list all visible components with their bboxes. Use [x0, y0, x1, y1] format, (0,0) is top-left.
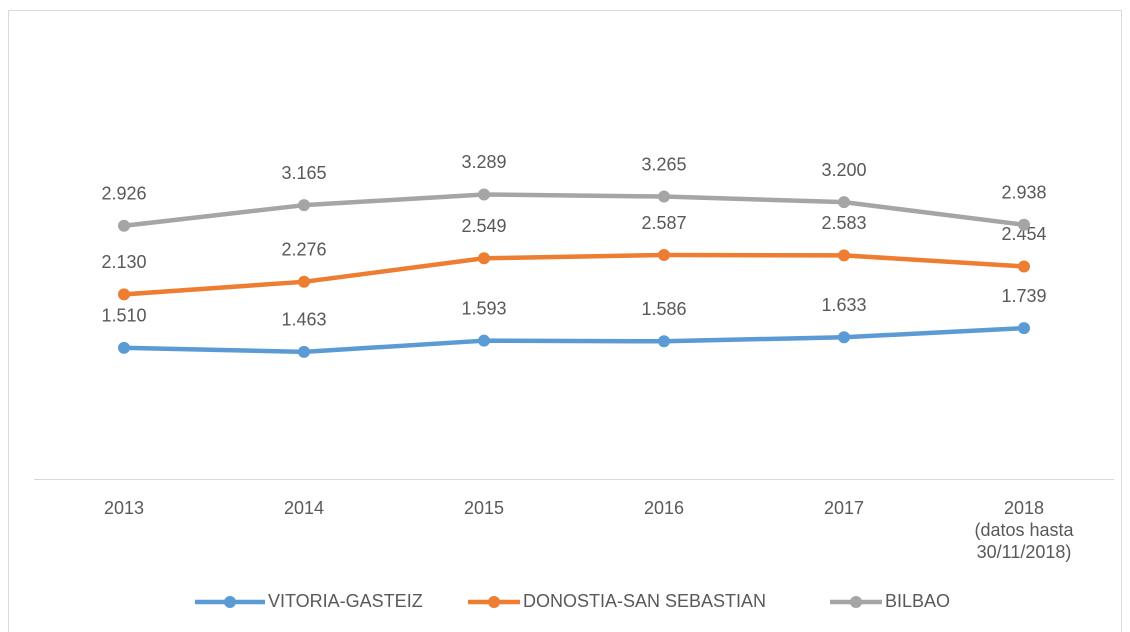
data-point	[298, 275, 310, 288]
data-label: 2.926	[101, 184, 146, 204]
legend-marker	[488, 596, 500, 608]
legend-label: DONOSTIA-SAN SEBASTIAN	[523, 591, 766, 611]
data-label: 3.200	[821, 160, 866, 180]
data-label: 3.165	[281, 163, 326, 183]
data-point	[658, 249, 670, 262]
data-point	[838, 196, 850, 209]
data-point	[118, 288, 130, 301]
data-label: 2.587	[641, 213, 686, 233]
chart-border	[8, 10, 1122, 632]
x-tick-label: 2014	[283, 498, 325, 518]
x-tick-label: 2016	[643, 498, 685, 518]
data-point	[298, 199, 310, 212]
data-point	[838, 249, 850, 262]
series-line	[123, 325, 1025, 355]
data-label: 1.510	[101, 306, 146, 326]
data-label: 3.265	[641, 154, 686, 174]
data-label: 2.938	[1001, 182, 1046, 202]
data-point	[478, 252, 490, 265]
data-point	[298, 345, 310, 358]
data-label: 1.633	[821, 295, 866, 315]
data-point	[118, 219, 130, 232]
data-point	[838, 331, 850, 344]
data-label: 1.739	[1001, 286, 1046, 306]
data-label: 2.549	[461, 216, 506, 236]
series-line	[123, 252, 1025, 297]
data-label: 1.463	[281, 310, 326, 330]
data-point	[118, 341, 130, 354]
legend-label: BILBAO	[885, 591, 950, 611]
series-line	[123, 192, 1025, 229]
x-tick-label: 2017	[823, 498, 865, 518]
x-tick-label: 2013	[103, 498, 145, 518]
data-point	[1018, 322, 1030, 335]
legend-label: VITORIA-GASTEIZ	[268, 591, 423, 611]
data-label: 2.276	[281, 240, 326, 260]
data-label: 2.454	[1001, 224, 1046, 244]
data-point	[658, 335, 670, 348]
legend-marker	[224, 596, 236, 608]
data-label: 1.586	[641, 299, 686, 319]
data-label: 2.130	[101, 252, 146, 272]
data-point	[1018, 218, 1030, 231]
x-tick-label: 2015	[463, 498, 505, 518]
data-label: 2.583	[821, 213, 866, 233]
legend-marker	[850, 596, 862, 608]
data-point	[478, 334, 490, 347]
data-point	[478, 188, 490, 201]
x-tick-label: 2018 (datos hasta 30/11/2018)	[974, 498, 1074, 562]
data-point	[658, 190, 670, 203]
data-label: 1.593	[461, 298, 506, 318]
data-point	[1018, 260, 1030, 273]
data-label: 3.289	[461, 152, 506, 172]
